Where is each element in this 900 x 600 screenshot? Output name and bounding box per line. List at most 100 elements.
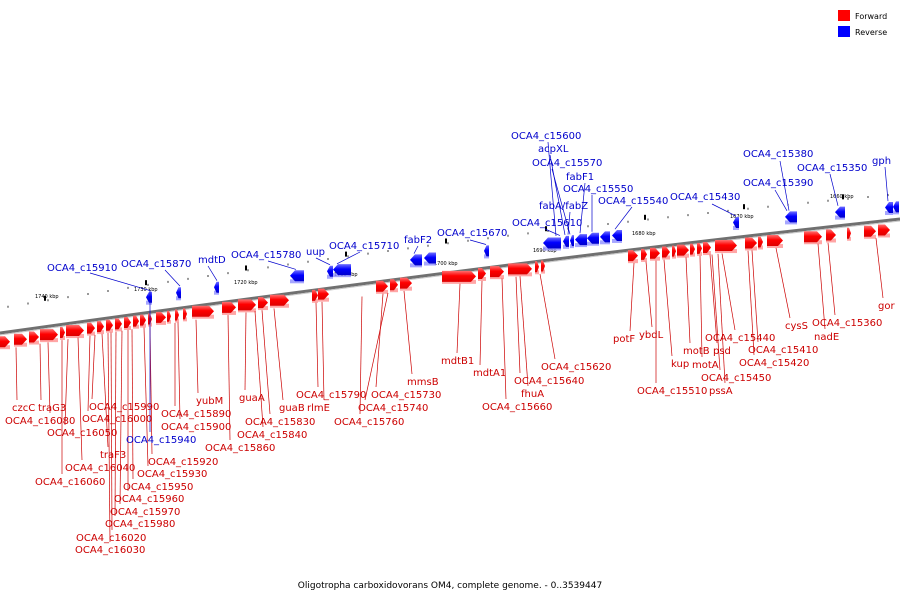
forward-leader-line [827, 242, 836, 316]
gene-shadow [484, 254, 489, 259]
reverse-gene-arrow [785, 211, 797, 223]
forward-gene-arrow [864, 225, 876, 237]
reverse-leader-line [164, 269, 181, 287]
gene-label: OCA4_c15890 [161, 409, 231, 420]
gene-label: OCA4_c16020 [76, 533, 146, 544]
forward-gene-arrow [0, 336, 10, 348]
gene-label: OCA4_c15740 [358, 403, 428, 414]
forward-leader-line [273, 308, 284, 401]
forward-gene-arrow [87, 322, 95, 334]
forward-gene-arrow [124, 316, 131, 328]
scale-label: 1730 kbp [134, 287, 158, 293]
forward-gene-arrow [40, 329, 58, 341]
reverse-genes [146, 201, 899, 303]
gene-label: OCA4_c16030 [75, 545, 145, 556]
forward-gene-arrow [703, 242, 711, 254]
gene-label: OCA4_c15900 [161, 422, 231, 433]
forward-leader-line [87, 335, 91, 412]
gene-label: OCA4_c15910 [47, 263, 117, 274]
gene-label: OCA4_c16000 [82, 414, 152, 425]
reverse-gene-arrow [885, 202, 893, 214]
gene-label: motB [683, 346, 710, 357]
forward-gene-arrow [183, 308, 187, 320]
forward-leader-line [456, 283, 461, 354]
forward-leader-line [15, 347, 18, 401]
scale-label: 1690 kbp [533, 248, 557, 254]
gene-label: OCA4_c15420 [739, 358, 809, 369]
forward-leader-line [685, 257, 691, 344]
gene-label: OCA4_c15640 [514, 376, 584, 387]
forward-gene-arrow [175, 309, 179, 321]
gene-label: OCA4_c15860 [205, 443, 275, 454]
reverse-leader-line [315, 257, 331, 266]
forward-leader-line [107, 332, 111, 543]
reverse-leader-line [884, 166, 889, 202]
forward-gene-labels: czcC traG3 OCA4_c16080 OCA4_c15990 OCA4_… [5, 301, 895, 556]
scale-label: 1740 kbp [35, 294, 59, 300]
forward-leader-line [177, 322, 181, 420]
scale-label: 1680 kbp [632, 231, 656, 237]
forward-leader-line [699, 255, 703, 358]
gene-shadow [672, 254, 676, 259]
reverse-gene-arrow [893, 201, 899, 213]
reverse-gene-arrow [333, 264, 351, 276]
gene-label: OCA4_c15790 [296, 390, 366, 401]
gene-label: OCA4_c15970 [110, 507, 180, 518]
gene-label: traG3 [38, 403, 66, 414]
forward-gene-arrow [641, 248, 647, 260]
forward-leader-line [359, 296, 363, 415]
forward-gene-arrow [66, 325, 84, 337]
gene-label: uup [306, 247, 325, 258]
forward-gene-arrow [804, 231, 822, 243]
forward-gene-arrow [541, 260, 545, 272]
forward-leader-line [114, 331, 117, 517]
forward-gene-arrow [222, 301, 236, 313]
reverse-gene-arrow [327, 265, 333, 277]
gene-label: OCA4_c16080 [5, 416, 75, 427]
gene-label: mdtD [198, 255, 226, 266]
forward-gene-arrow [14, 333, 27, 345]
gene-label: OCA4_c15390 [743, 178, 813, 189]
gene-label: OCA4_c15610 [512, 218, 582, 229]
gene-label: psd [713, 346, 731, 357]
forward-gene-arrow [715, 240, 737, 252]
forward-leader-line [403, 290, 413, 375]
legend: Forward Reverse [838, 10, 887, 37]
scale-label: 1700 kbp [434, 261, 458, 267]
forward-genes [0, 224, 890, 348]
gene-label: guaA [239, 393, 265, 404]
scale-label: 1660 kbp [830, 194, 854, 200]
gene-label: OCA4_c15450 [701, 373, 771, 384]
forward-gene-arrow [442, 270, 476, 282]
reverse-leader-line [469, 239, 487, 245]
forward-gene-arrow [238, 299, 256, 311]
gene-label: fabF1 [566, 172, 594, 183]
scale-label: 1720 kbp [234, 280, 258, 286]
gene-label: OCA4_c16050 [47, 428, 117, 439]
forward-leader-line [91, 334, 96, 400]
forward-leader-line [39, 343, 42, 401]
forward-leader-line [131, 329, 134, 480]
forward-gene-arrow [650, 247, 660, 259]
reverse-gene-arrow [600, 231, 610, 243]
forward-leader-line [479, 280, 483, 366]
gene-label: fabF2 [404, 235, 432, 246]
gene-label: guaB [279, 403, 305, 414]
forward-gene-arrow [508, 263, 532, 275]
forward-leader-line [77, 337, 83, 461]
forward-leader-line [254, 311, 264, 428]
gene-label: traF3 [100, 450, 126, 461]
gene-label: mmsB [407, 377, 439, 388]
reverse-leader-line [207, 265, 218, 281]
gene-label: OCA4_c15570 [532, 158, 602, 169]
forward-gene-arrow [400, 277, 412, 289]
gene-label: nadE [814, 332, 839, 343]
gene-label: OCA4_c15350 [797, 163, 867, 174]
forward-leader-line [515, 276, 521, 374]
forward-gene-arrow [133, 315, 139, 327]
forward-leader-line [717, 253, 726, 384]
gene-label: OCA4_c15670 [437, 228, 507, 239]
forward-gene-arrow [192, 305, 214, 317]
forward-leader-line [315, 302, 319, 388]
